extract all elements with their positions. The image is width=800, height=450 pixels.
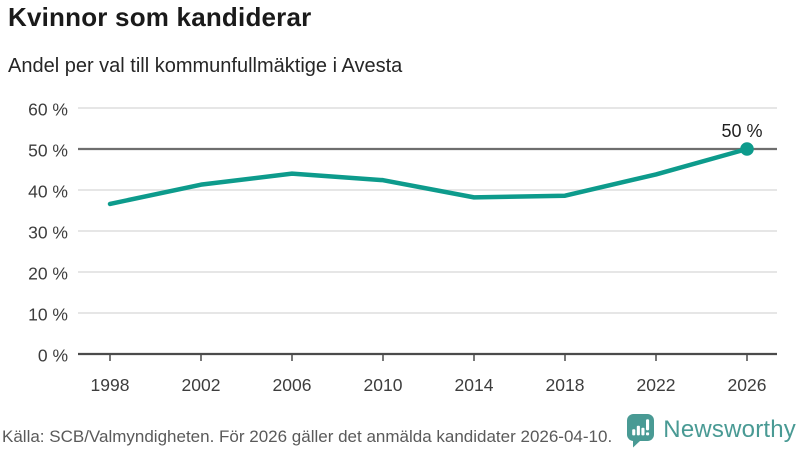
y-tick-label: 30 %: [28, 223, 68, 243]
x-tick-label: 2010: [364, 375, 403, 395]
end-point-marker: [740, 142, 754, 156]
x-tick-label: 2006: [273, 375, 312, 395]
x-tick-label: 2002: [182, 375, 221, 395]
y-tick-label: 60 %: [28, 100, 68, 120]
y-tick-label: 10 %: [28, 305, 68, 325]
x-tick-label: 2026: [728, 375, 767, 395]
chart-subtitle: Andel per val till kommunfullmäktige i A…: [8, 55, 403, 77]
newsworthy-wordmark: Newsworthy: [663, 416, 796, 443]
x-tick-label: 2014: [455, 375, 494, 395]
x-tick-label: 2022: [637, 375, 676, 395]
source-note: Källa: SCB/Valmyndigheten. För 2026 gäll…: [2, 427, 613, 446]
data-line: [107, 146, 750, 207]
y-tick-label: 50 %: [28, 141, 68, 161]
y-tick-label: 0 %: [38, 346, 68, 366]
y-tick-label: 40 %: [28, 182, 68, 202]
newsworthy-logo: Newsworthy: [626, 412, 796, 448]
newsworthy-bubble-icon: [627, 413, 655, 447]
x-tick-label: 1998: [91, 375, 130, 395]
page-title: Kvinnor som kandiderar: [8, 2, 312, 32]
x-tick-label: 2018: [546, 375, 585, 395]
y-tick-label: 20 %: [28, 264, 68, 284]
end-value-label: 50 %: [721, 121, 762, 141]
